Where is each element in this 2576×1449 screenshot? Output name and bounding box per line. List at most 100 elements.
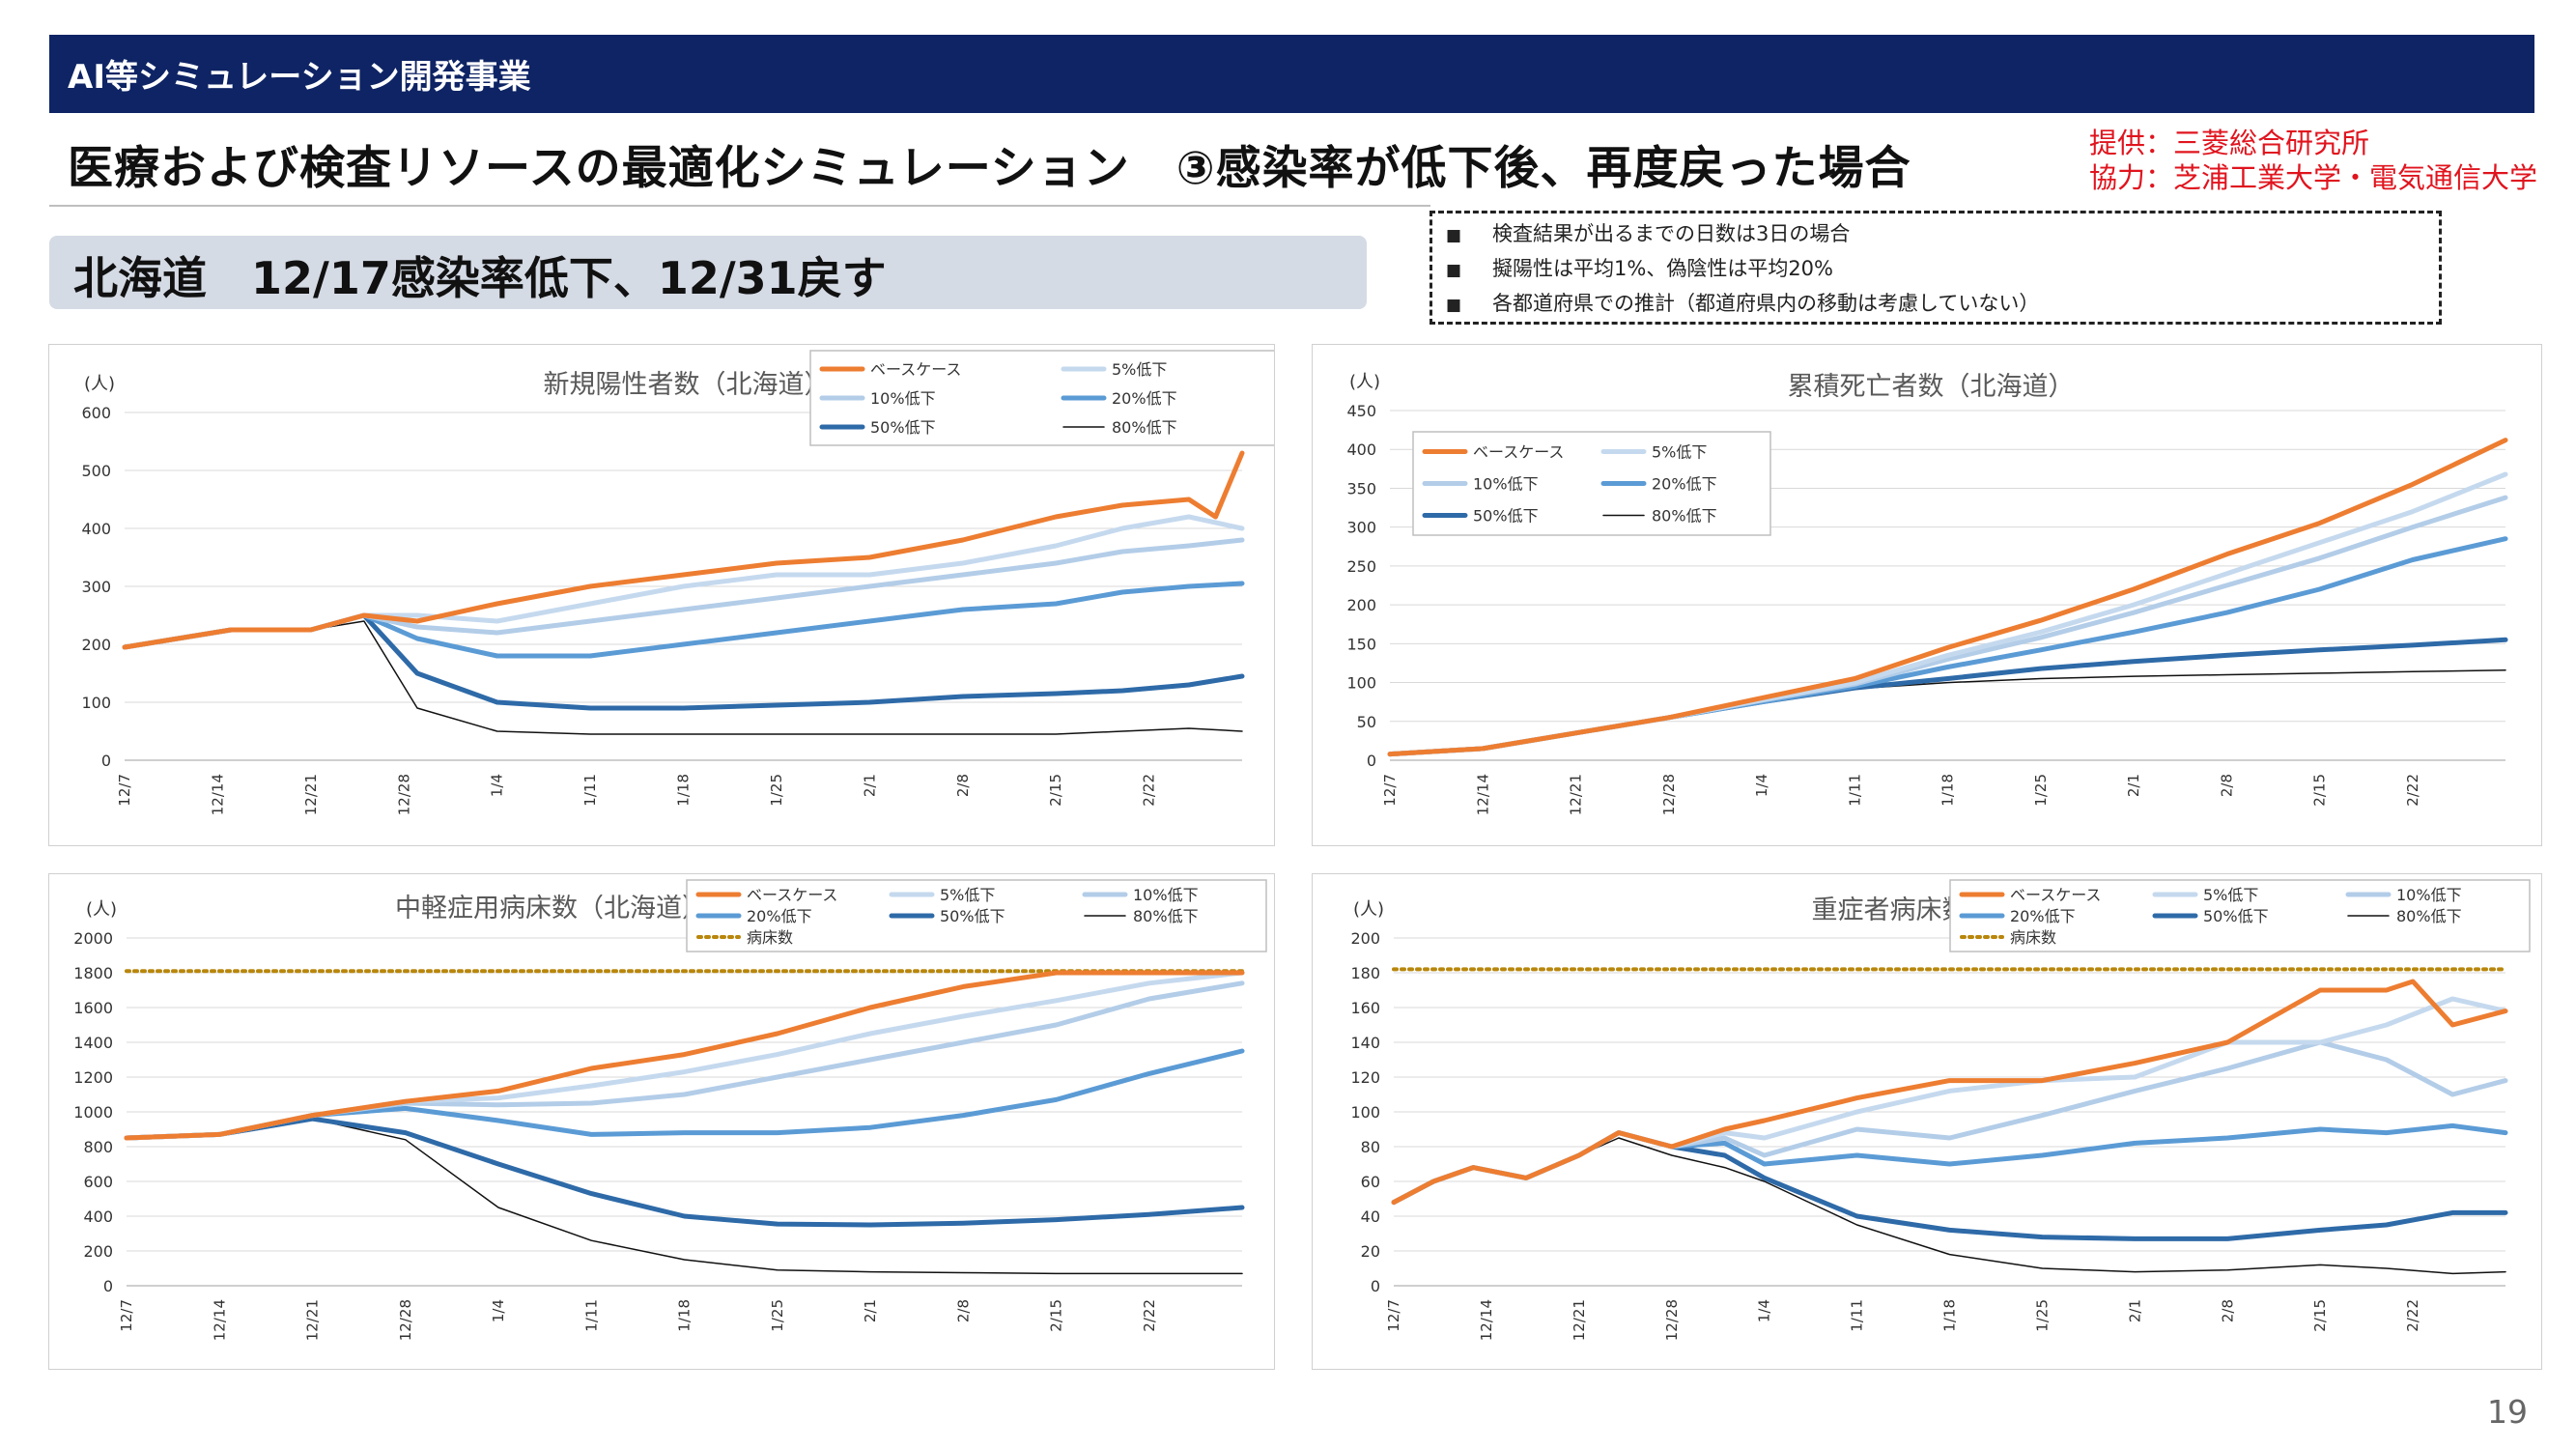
legend-label: 20%低下 (1652, 475, 1717, 494)
page-title: 医療および検査リソースの最適化シミュレーション ③感染率が低下後、再度戻った場合 (68, 142, 1911, 195)
x-tick-label: 12/28 (1663, 1299, 1681, 1341)
series-line-p20 (122, 581, 1245, 659)
y-tick-label: 350 (1346, 479, 1376, 497)
x-tick-label: 2/1 (862, 1299, 879, 1322)
legend-box (1412, 431, 1771, 536)
square-bullet-icon: ■ (1446, 226, 1462, 245)
legend-box (686, 879, 1267, 952)
x-tick-label: 1/11 (1846, 774, 1863, 807)
y-tick-label: 300 (81, 578, 111, 596)
series-line-p80 (1393, 1137, 2506, 1275)
y-tick-label: 140 (1350, 1034, 1380, 1052)
x-tick-label: 12/7 (116, 774, 133, 807)
x-tick-label: 2/8 (2218, 774, 2235, 797)
y-tick-label: 100 (1346, 674, 1376, 693)
series-line-base (1391, 979, 2508, 1206)
chart-severe-beds: 0 20 40 60 80 100 120 140 160 180 200 12/7 12/14 12/2… (1312, 873, 2542, 1370)
x-tick-label: 12/14 (211, 1299, 228, 1341)
series-line-p5 (1391, 996, 2508, 1206)
x-tick-label: 2/1 (2125, 774, 2142, 797)
series-line-p50 (124, 1116, 1245, 1228)
credits: 提供：三菱総合研究所 協力：芝浦工業大学・電気通信大学 (2089, 126, 2537, 195)
x-tick-label: 2/8 (954, 1299, 972, 1322)
x-tick-label: 12/21 (302, 774, 320, 815)
y-tick-label: 450 (1346, 402, 1376, 420)
y-tick-label: 1800 (73, 964, 113, 982)
series-line-base (1387, 438, 2508, 757)
legend-label: 50%低下 (2203, 907, 2269, 925)
y-axis-label: (人) (1353, 899, 1384, 920)
legend-label: 50%低下 (870, 418, 936, 437)
y-tick-label: 0 (1371, 1277, 1380, 1295)
legend-label: 50%低下 (940, 907, 1005, 925)
x-tick-label: 12/28 (397, 1299, 414, 1341)
legend-label: 5%低下 (1112, 360, 1167, 379)
legend-label: 病床数 (747, 928, 793, 947)
legend-label: 5%低下 (2203, 886, 2258, 904)
note-item: ■ 各都道府県での推計（都道府県内の移動は考慮していない） (1446, 287, 2425, 322)
y-tick-label: 80 (1361, 1138, 1380, 1156)
note-text: 検査結果が出るまでの日数は3日の場合 (1492, 222, 1851, 245)
square-bullet-icon: ■ (1446, 296, 1462, 315)
x-tick-label: 1/18 (1941, 1299, 1959, 1332)
legend-label: 10%低下 (870, 389, 936, 408)
y-tick-label: 400 (81, 520, 111, 538)
x-tick-label: 2/22 (1141, 774, 1158, 807)
y-tick-label: 160 (1350, 999, 1380, 1017)
x-tick-label: 2/22 (2404, 1299, 2421, 1332)
y-tick-label: 20 (1361, 1242, 1380, 1261)
x-tick-label: 12/14 (209, 774, 226, 815)
y-tick-label: 100 (1350, 1103, 1380, 1122)
y-tick-label: 0 (1367, 752, 1376, 770)
x-tick-label: 1/11 (1849, 1299, 1866, 1332)
legend-box (1949, 879, 2531, 952)
y-axis-label: (人) (86, 899, 117, 920)
y-tick-label: 200 (1346, 596, 1376, 614)
note-item: ■ 検査結果が出るまでの日数は3日の場合 (1446, 217, 2425, 252)
region-banner (49, 236, 1367, 309)
x-tick-label: 12/21 (1568, 774, 1585, 815)
y-axis-label: (人) (1349, 372, 1380, 392)
x-tick-label: 12/21 (1571, 1299, 1588, 1341)
x-tick-label: 2/22 (2404, 774, 2421, 807)
y-tick-label: 400 (1346, 440, 1376, 459)
legend-box (809, 350, 1274, 446)
legend-label: 50%低下 (1473, 507, 1539, 526)
y-tick-label: 300 (1346, 519, 1376, 537)
y-tick-label: 250 (1346, 557, 1376, 576)
square-bullet-icon: ■ (1446, 261, 1462, 280)
x-tick-label: 1/25 (2032, 774, 2050, 807)
header-bar (49, 35, 2534, 113)
series-line-p10 (124, 980, 1245, 1141)
series-line-p80 (126, 1118, 1243, 1275)
y-tick-label: 50 (1357, 713, 1376, 731)
x-tick-label: 1/11 (582, 1299, 600, 1332)
y-tick-label: 500 (81, 462, 111, 480)
x-tick-label: 12/14 (1474, 774, 1491, 815)
legend-label: ベースケース (2010, 886, 2101, 904)
series-line-p80 (124, 620, 1243, 735)
x-tick-label: 2/8 (2219, 1299, 2236, 1322)
x-tick-label: 2/8 (954, 774, 972, 797)
x-tick-label: 2/1 (861, 774, 878, 797)
y-tick-label: 100 (81, 694, 111, 712)
y-tick-label: 0 (103, 1277, 113, 1295)
y-tick-label: 600 (83, 1173, 113, 1191)
y-tick-label: 120 (1350, 1068, 1380, 1087)
note-item: ■ 擬陽性は平均1%、偽陰性は平均20% (1446, 252, 2425, 287)
y-tick-label: 1600 (73, 999, 113, 1017)
note-text: 擬陽性は平均1%、偽陰性は平均20% (1492, 257, 1833, 280)
x-tick-label: 2/22 (1141, 1299, 1158, 1332)
y-tick-label: 150 (1346, 635, 1376, 653)
title-divider (49, 205, 1430, 207)
legend-label: 病床数 (2010, 928, 2056, 947)
series-line-p50 (1391, 1130, 2508, 1241)
y-tick-label: 1000 (73, 1103, 113, 1122)
y-tick-label: 1200 (73, 1068, 113, 1087)
legend-label: 20%低下 (2010, 907, 2076, 925)
x-tick-label: 1/18 (676, 1299, 694, 1332)
chart-cumulative-deaths: 0 50 100 150 200 250 300 350 400 450 12/7 12/14 12/2… (1312, 344, 2542, 846)
x-tick-label: 2/15 (1048, 1299, 1065, 1332)
x-tick-label: 12/28 (1660, 774, 1678, 815)
y-tick-label: 2000 (73, 929, 113, 948)
